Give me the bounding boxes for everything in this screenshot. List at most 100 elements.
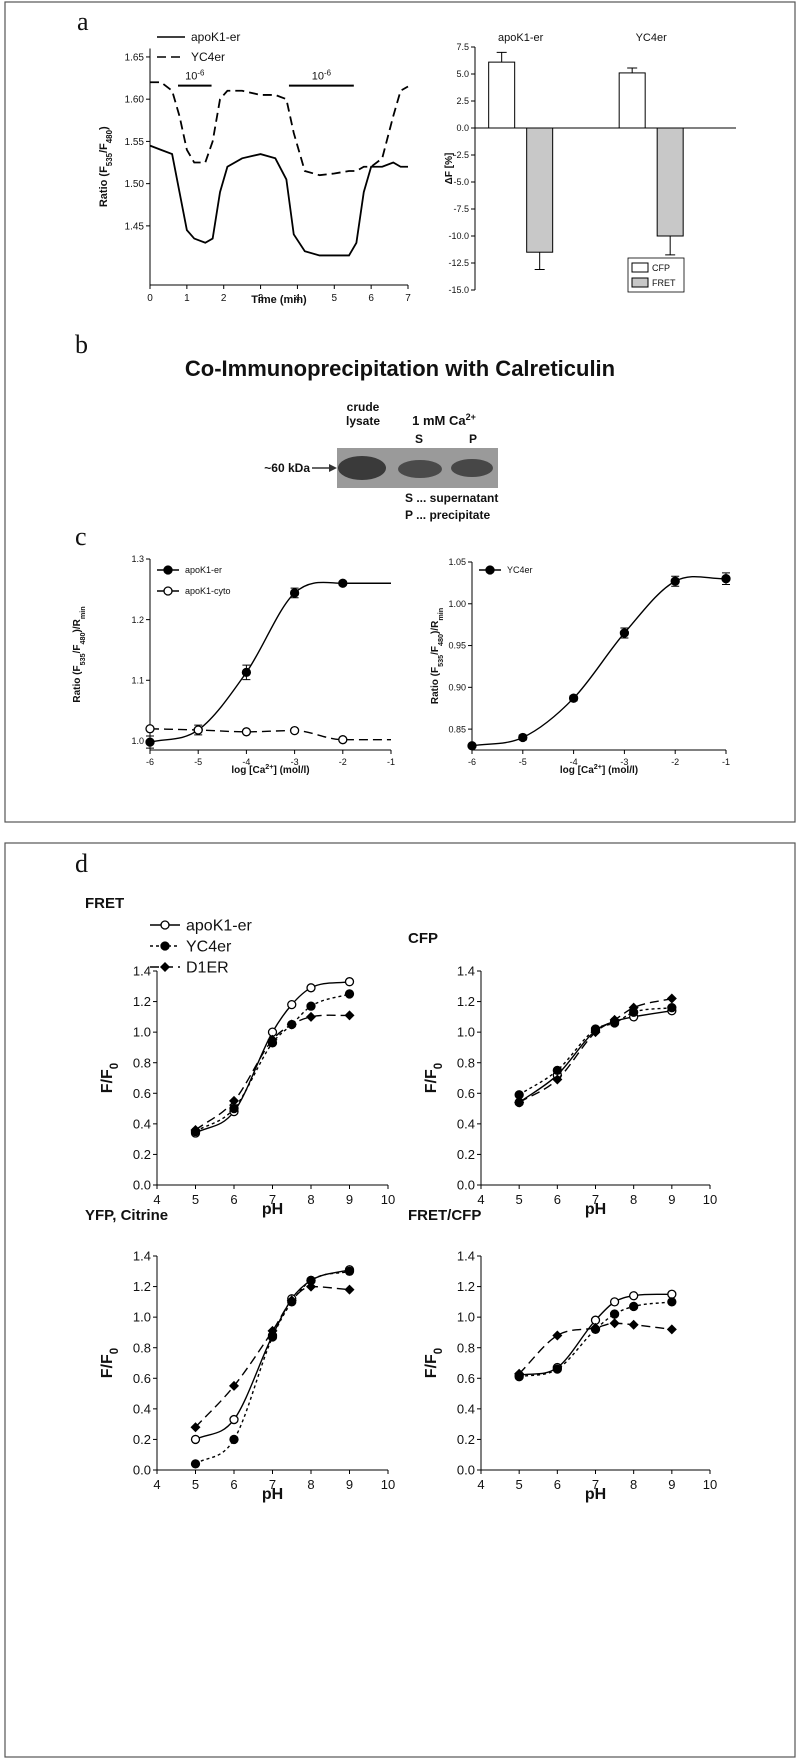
x-tick-label: 8 bbox=[307, 1192, 314, 1207]
y-axis-label-part: Ratio (F bbox=[98, 166, 110, 207]
x-axis-label-part: ] (mol/l) bbox=[602, 765, 638, 776]
y-axis-label: F/F0 bbox=[99, 1063, 121, 1093]
y-tick-label: 0.4 bbox=[133, 1116, 151, 1131]
y-axis-label-part: 0 bbox=[109, 1063, 121, 1069]
category-label: YC4er bbox=[636, 32, 668, 44]
marker bbox=[267, 1034, 278, 1045]
x-tick-label: -3 bbox=[620, 757, 628, 767]
x-tick-label: 6 bbox=[554, 1477, 561, 1492]
blot-panel: Co-Immunoprecipitation with Calreticulin… bbox=[185, 356, 615, 522]
x-tick-label: 10 bbox=[381, 1477, 395, 1492]
legend-label: YC4er bbox=[507, 565, 533, 575]
x-axis-label: log [Ca2+] (mol/l) bbox=[560, 762, 638, 777]
x-tick-label: -2 bbox=[671, 757, 679, 767]
marker bbox=[628, 1002, 639, 1013]
x-tick-label: 9 bbox=[668, 1192, 675, 1207]
y-tick-label: 1.3 bbox=[131, 554, 144, 564]
x-axis-label: Time (min) bbox=[251, 294, 307, 306]
y-axis-label-part: F/F bbox=[423, 1354, 440, 1378]
marker bbox=[552, 1065, 562, 1076]
x-tick-label: 6 bbox=[230, 1192, 237, 1207]
legend-label: D1ER bbox=[186, 960, 229, 977]
marker bbox=[629, 1291, 639, 1301]
fit-curve bbox=[149, 728, 391, 741]
x-tick-label: 7 bbox=[592, 1477, 599, 1492]
x-tick-label: -2 bbox=[339, 757, 347, 767]
y-axis-label: ΔF [%] bbox=[444, 153, 455, 185]
marker bbox=[667, 1289, 677, 1299]
y-axis-label-part: 480 bbox=[78, 633, 87, 645]
marker bbox=[229, 1095, 239, 1106]
y-tick-label: 1.05 bbox=[448, 557, 466, 567]
marker bbox=[344, 977, 355, 987]
x-tick-label: 2 bbox=[221, 293, 227, 304]
y-tick-label: 0.4 bbox=[133, 1401, 151, 1416]
x-tick-label: 7 bbox=[269, 1477, 276, 1492]
y-tick-label: 1.0 bbox=[133, 1025, 151, 1040]
x-axis-label: pH bbox=[262, 1486, 283, 1503]
y-tick-label: 1.4 bbox=[457, 964, 475, 979]
y-axis-label-part: 0 bbox=[109, 1348, 121, 1354]
x-tick-label: 5 bbox=[192, 1477, 199, 1492]
marker bbox=[163, 586, 173, 596]
stimulus-label-part: -6 bbox=[324, 68, 332, 77]
marker bbox=[344, 1284, 355, 1295]
x-axis-label-part: log [Ca bbox=[560, 765, 594, 776]
marker bbox=[629, 1301, 639, 1312]
y-tick-label: 1.2 bbox=[133, 1279, 151, 1294]
marker bbox=[344, 1010, 355, 1021]
marker bbox=[241, 727, 252, 737]
y-tick-label: 1.00 bbox=[448, 599, 466, 609]
data-line bbox=[149, 144, 408, 257]
y-axis-label-part: 535 bbox=[105, 152, 114, 166]
y-axis-label: F/F0 bbox=[423, 1348, 445, 1378]
x-tick-label: 6 bbox=[554, 1192, 561, 1207]
lane-header: crude bbox=[347, 400, 380, 414]
marker bbox=[241, 667, 252, 678]
fit-curve bbox=[149, 581, 391, 743]
marker bbox=[514, 1368, 525, 1379]
fit-curve bbox=[518, 1322, 672, 1375]
marker bbox=[190, 1422, 201, 1433]
marker bbox=[667, 1297, 677, 1307]
marker bbox=[667, 1003, 677, 1013]
blot-band bbox=[338, 456, 386, 480]
y-tick-label: 1.2 bbox=[457, 994, 475, 1009]
marker bbox=[666, 993, 677, 1004]
marker bbox=[190, 1434, 201, 1445]
marker bbox=[514, 1097, 525, 1108]
legend-label: YC4er bbox=[191, 50, 225, 64]
legend-label: apoK1-er bbox=[185, 565, 222, 575]
marker bbox=[666, 1324, 677, 1335]
y-tick-label: 0.85 bbox=[448, 724, 466, 734]
y-tick-label: 7.5 bbox=[456, 42, 469, 52]
y-axis-label: F/F0 bbox=[423, 1063, 445, 1093]
marker bbox=[619, 628, 630, 638]
y-tick-label: 0.2 bbox=[457, 1432, 475, 1447]
size-marker: ~60 kDa bbox=[264, 461, 310, 475]
legend-label: YC4er bbox=[186, 939, 232, 956]
marker bbox=[160, 962, 170, 972]
marker bbox=[609, 1014, 620, 1025]
y-tick-label: 1.2 bbox=[133, 994, 151, 1009]
legend-box bbox=[627, 257, 685, 293]
error-bar bbox=[534, 252, 545, 270]
y-tick-label: -7.5 bbox=[453, 204, 469, 214]
marker bbox=[145, 724, 155, 734]
bar bbox=[656, 127, 684, 237]
y-tick-label: 1.65 bbox=[125, 52, 145, 63]
marker bbox=[306, 983, 316, 993]
y-tick-label: 0.0 bbox=[457, 1178, 475, 1193]
marker bbox=[286, 1295, 297, 1306]
blot-band bbox=[451, 459, 493, 477]
blot-band bbox=[398, 460, 442, 478]
x-tick-label: 5 bbox=[192, 1192, 199, 1207]
y-tick-label: 1.1 bbox=[131, 675, 144, 685]
legend-swatch bbox=[631, 277, 649, 288]
marker-arrowhead bbox=[329, 464, 337, 472]
x-tick-label: 0 bbox=[147, 293, 153, 304]
blot-key: P ... precipitate bbox=[405, 508, 490, 522]
panel-label: a bbox=[77, 7, 89, 36]
x-tick-label: -1 bbox=[387, 757, 395, 767]
y-axis-label-part: F/F bbox=[423, 1069, 440, 1093]
